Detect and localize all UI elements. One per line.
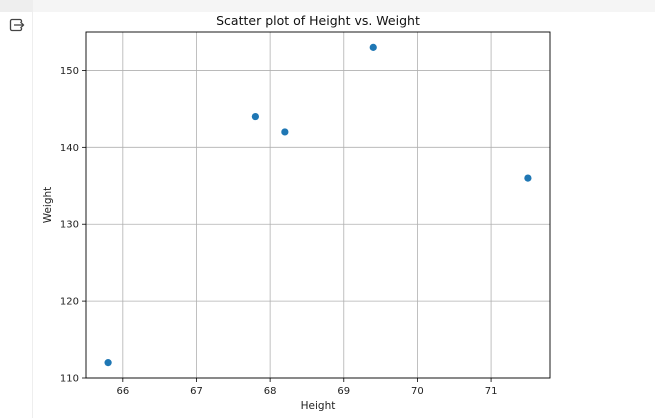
x-tick-label: 67 xyxy=(190,386,203,397)
grid-layer xyxy=(86,32,550,379)
gutter-header xyxy=(0,0,32,12)
y-tick-label: 150 xyxy=(60,66,79,77)
cell-output-gutter xyxy=(0,0,33,418)
notebook-top-bar xyxy=(0,0,655,12)
scatter-point xyxy=(524,174,532,182)
x-tick-label: 70 xyxy=(411,386,424,397)
y-tick-label: 120 xyxy=(60,297,79,308)
y-tick-label: 130 xyxy=(60,220,79,231)
tick-layer: 66 67 68 69 70 71 110 120 130 140 150 xyxy=(60,66,498,397)
y-tick-label: 110 xyxy=(60,374,79,385)
y-axis-label: Weight xyxy=(42,187,54,224)
chart-title: Scatter plot of Height vs. Weight xyxy=(216,13,420,28)
x-tick-label: 66 xyxy=(116,386,129,397)
x-axis-label: Height xyxy=(301,400,336,412)
x-tick-label: 69 xyxy=(337,386,350,397)
x-tick-label: 71 xyxy=(485,386,498,397)
point-layer xyxy=(104,43,532,367)
x-tick-label: 68 xyxy=(264,386,277,397)
plot-area-frame xyxy=(85,31,551,379)
scatter-point xyxy=(281,128,289,136)
scatter-point xyxy=(104,359,112,367)
y-tick-label: 140 xyxy=(60,143,79,154)
scatter-point xyxy=(369,43,377,51)
output-expand-icon[interactable] xyxy=(8,16,26,34)
scatter-point xyxy=(251,112,259,121)
output-expand-icon-graphic xyxy=(9,18,25,32)
